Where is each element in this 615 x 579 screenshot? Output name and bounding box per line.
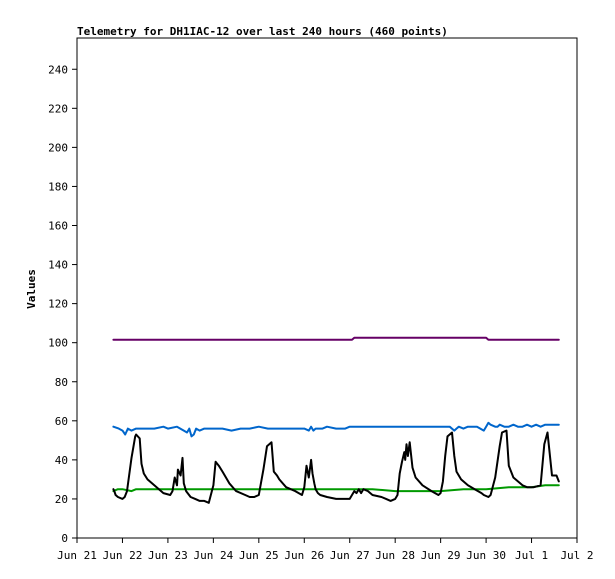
y-axis-title: Values [25, 269, 38, 309]
y-axis: 0 20 40 60 80 100 120 140 160 180 200 220 240 [48, 63, 77, 545]
y-tick-label: 200 [48, 141, 68, 154]
x-tick-label: Jul 1 [515, 549, 548, 562]
x-tick-label: Jun 28 [375, 549, 415, 562]
y-tick-label: 60 [55, 415, 68, 428]
y-tick-label: 40 [55, 454, 68, 467]
x-tick-label: Jun 21 [57, 549, 97, 562]
series-line-1 [112, 336, 560, 341]
series-line-4 [112, 429, 560, 504]
y-tick-label: 180 [48, 180, 68, 193]
x-tick-label: Jun 24 [193, 549, 233, 562]
plot-area [76, 37, 578, 539]
series-layer [112, 336, 560, 504]
y-tick-label: 240 [48, 63, 68, 76]
x-tick-label: Jun 23 [148, 549, 188, 562]
y-tick-label: 120 [48, 298, 68, 311]
x-axis: Jun 21 Jun 22 Jun 23 Jun 24 Jun 25 Jun 26 Jun … [57, 538, 594, 562]
y-tick-label: 220 [48, 102, 68, 115]
x-tick-label: Jun 27 [330, 549, 370, 562]
y-tick-label: 80 [55, 376, 68, 389]
x-tick-label: Jun 29 [421, 549, 461, 562]
chart-title: Telemetry for DH1IAC-12 over last 240 ho… [77, 25, 448, 38]
y-tick-label: 20 [55, 493, 68, 506]
y-tick-label: 160 [48, 220, 68, 233]
x-tick-label: Jun 30 [466, 549, 506, 562]
x-tick-label: Jun 25 [239, 549, 279, 562]
series-line-2 [112, 421, 560, 438]
x-tick-label: Jul 2 [560, 549, 593, 562]
x-tick-label: Jun 22 [103, 549, 143, 562]
x-tick-label: Jun 26 [284, 549, 324, 562]
y-tick-label: 0 [61, 532, 68, 545]
y-tick-label: 100 [48, 337, 68, 350]
y-tick-label: 140 [48, 259, 68, 272]
